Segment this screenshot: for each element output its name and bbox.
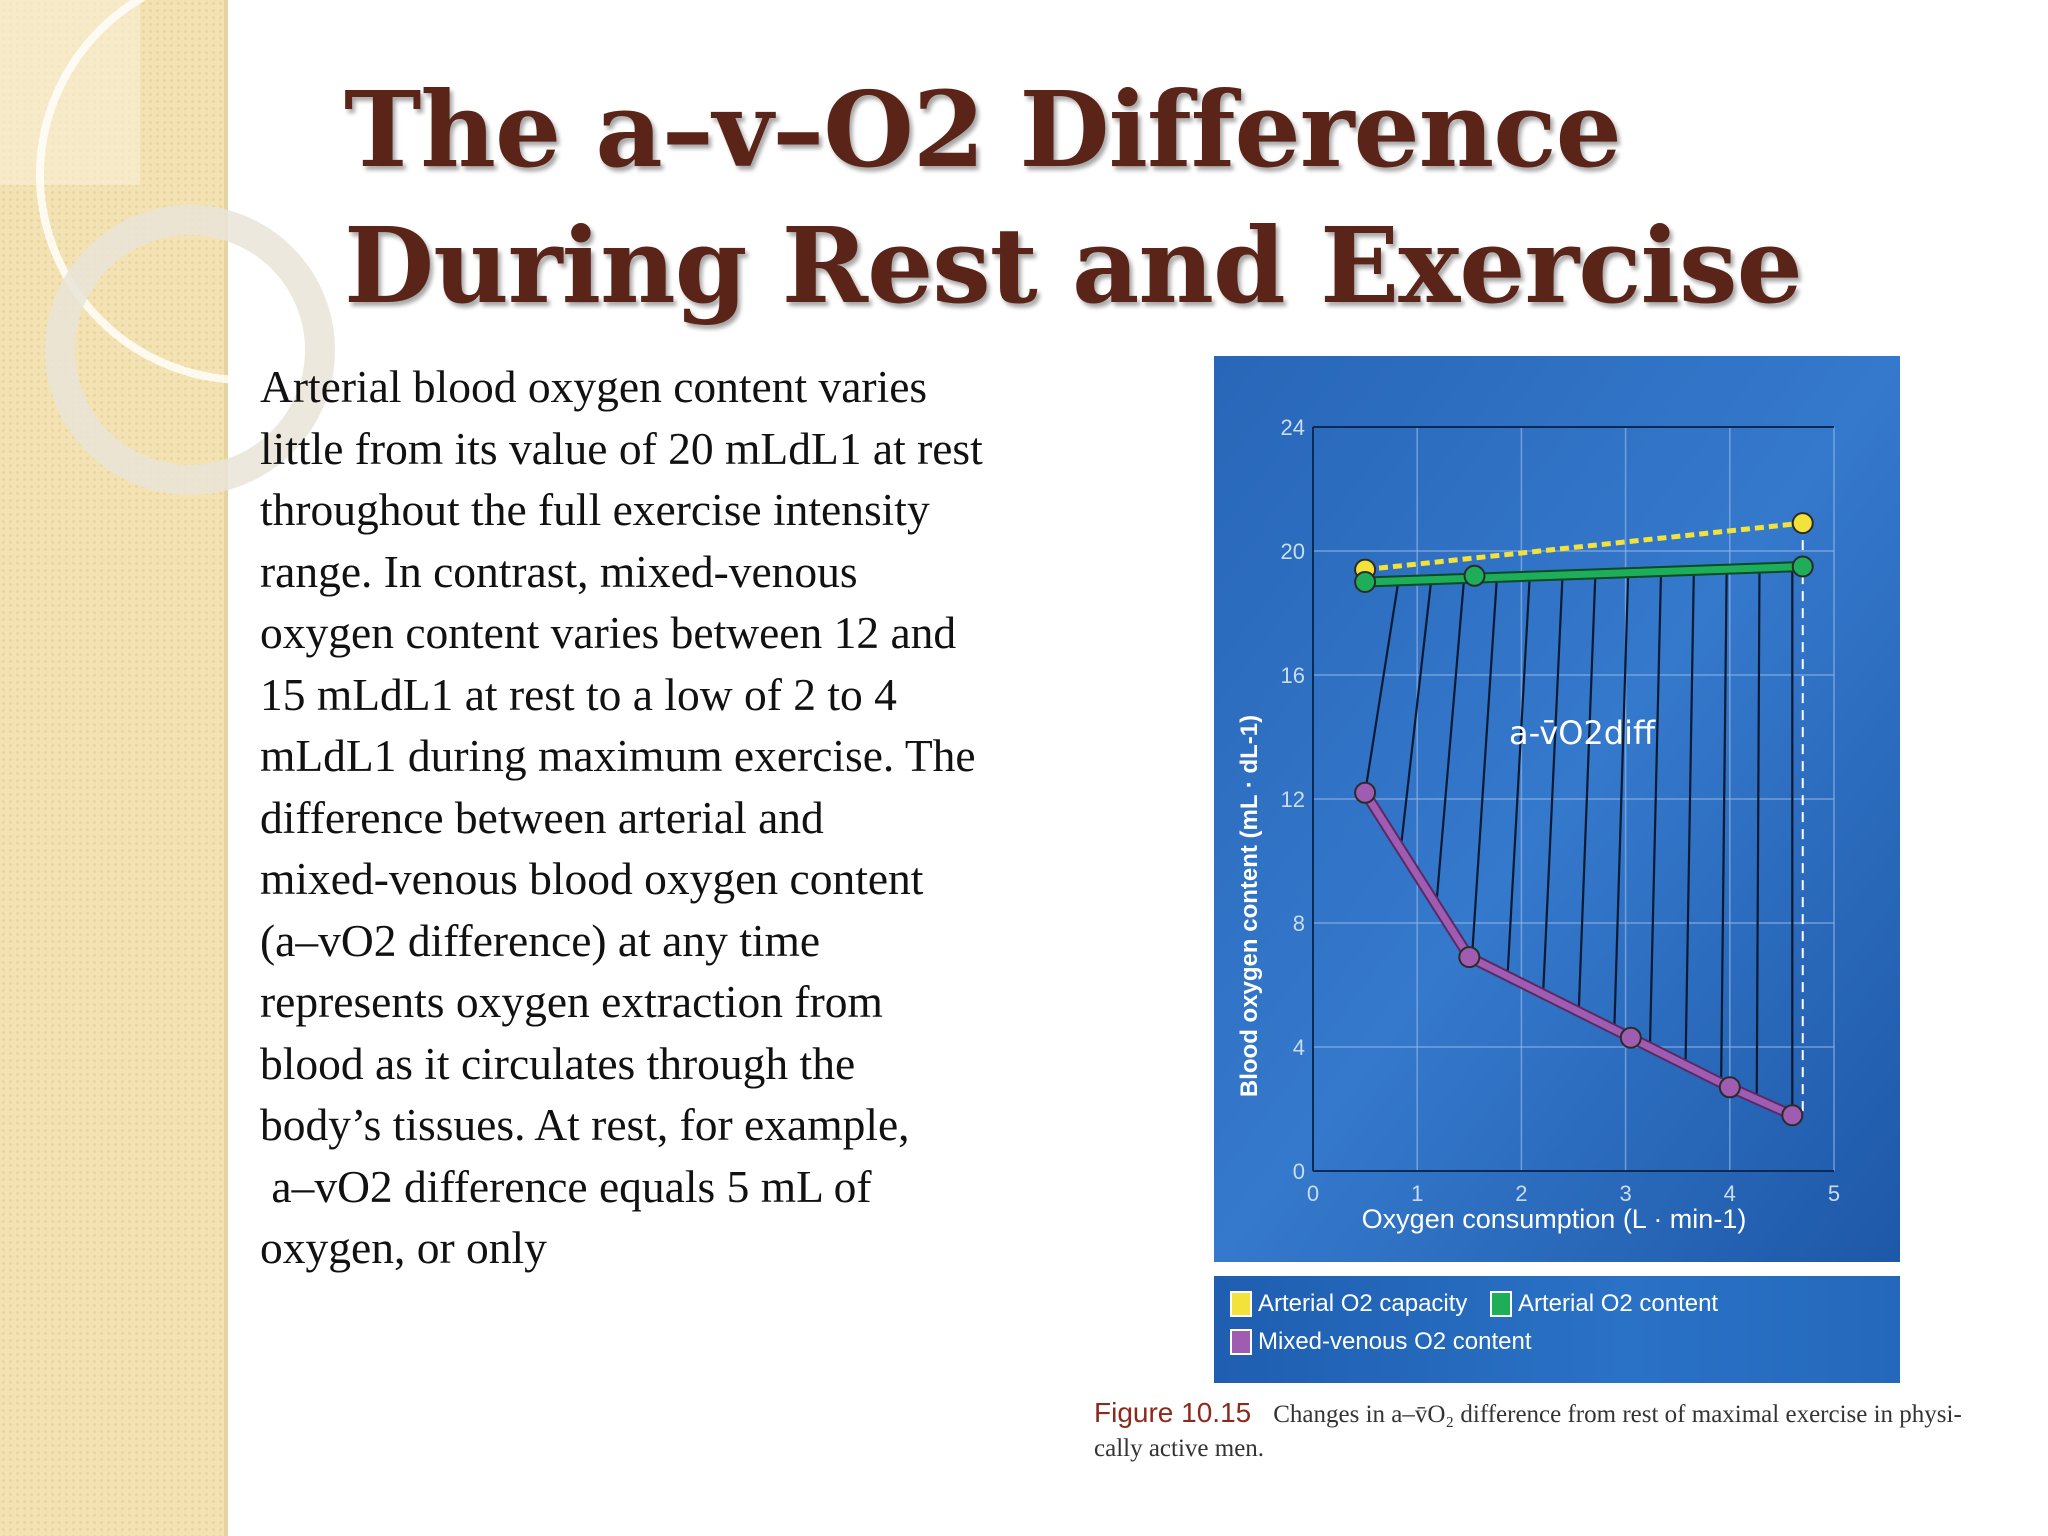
mixed-venous-point	[1781, 1104, 1804, 1127]
x-tick-label: 3	[1619, 1181, 1631, 1206]
hatch-line	[1364, 580, 1400, 793]
x-tick-label: 4	[1724, 1181, 1736, 1206]
legend-label: Mixed-venous O2 content	[1258, 1328, 1532, 1355]
legend-item-arterial-capacity: Arterial O2 capacity	[1230, 1290, 1467, 1318]
page-title: The a–v–O2 Difference During Rest and Ex…	[344, 68, 1803, 327]
hatch-line	[1720, 569, 1728, 1083]
mixed-venous-point	[1458, 946, 1481, 969]
hatch-line	[1755, 568, 1761, 1100]
avo2-annotation: a-v̄O2diff	[1509, 714, 1656, 752]
chart-legend: Arterial O2 capacity Arterial O2 content…	[1214, 1276, 1900, 1383]
hatch-line	[1470, 577, 1499, 959]
legend-swatch	[1230, 1291, 1252, 1317]
arterial-content-point	[1354, 571, 1377, 593]
chart-axes	[1312, 426, 1834, 1172]
deco-panel	[0, 0, 140, 185]
hatch-line	[1577, 573, 1597, 1012]
hatch-line	[1435, 578, 1466, 906]
chart-markers	[1354, 512, 1814, 1127]
arterial-content-line	[1364, 563, 1803, 586]
legend-swatch	[1490, 1291, 1512, 1317]
x-tick-label: 0	[1307, 1181, 1319, 1206]
mixed-venous-point	[1718, 1076, 1741, 1099]
hatch-line	[1506, 576, 1531, 977]
y-tick-label: 4	[1293, 1035, 1305, 1060]
y-axis-label: Blood oxygen content (mL · dL-1)	[1236, 715, 1263, 1097]
x-tick-label: 2	[1515, 1181, 1527, 1206]
y-tick-label: 16	[1281, 663, 1305, 688]
figure-caption-text: Changes in a–v̄O₂ difference from rest o…	[1094, 1401, 1962, 1462]
y-tick-label: 12	[1281, 787, 1305, 812]
arterial-content-point	[1791, 555, 1814, 578]
figure-caption: Figure 10.15 Changes in a–v̄O₂ difference…	[1094, 1396, 2014, 1466]
x-tick-label: 1	[1411, 1181, 1423, 1206]
hatch-line	[1542, 574, 1564, 994]
decorative-rings	[0, 0, 420, 495]
deco-ring-large	[36, 0, 420, 384]
mixed-venous-point	[1354, 781, 1377, 804]
sidebar-divider	[224, 0, 228, 1536]
legend-label: Arterial O2 capacity	[1258, 1290, 1468, 1317]
legend-item-arterial-content: Arterial O2 content	[1490, 1290, 1718, 1318]
hatch-line	[1684, 570, 1695, 1066]
y-tick-label: 8	[1293, 911, 1305, 936]
y-tick-label: 24	[1281, 415, 1305, 440]
arterial-capacity-line	[1364, 520, 1804, 573]
chart-background	[1214, 356, 1900, 1262]
legend-swatch	[1230, 1329, 1252, 1355]
deco-ring-small	[45, 205, 335, 495]
hatch-line	[1648, 571, 1663, 1048]
y-tick-label: 0	[1293, 1159, 1305, 1184]
hatch-line	[1399, 579, 1433, 850]
y-tick-label: 20	[1281, 539, 1305, 564]
figure-label: Figure 10.15	[1094, 1397, 1252, 1428]
x-axis-label: Oxygen consumption (L · min-1)	[1362, 1204, 1747, 1234]
legend-item-mixed-venous: Mixed-venous O2 content	[1230, 1328, 1531, 1356]
mixed-venous-point	[1619, 1026, 1642, 1049]
x-tick-label: 5	[1828, 1181, 1840, 1206]
arterial-capacity-point	[1791, 512, 1814, 535]
avo2-hatching	[1364, 523, 1804, 1116]
arterial-content-point	[1463, 564, 1486, 587]
legend-label: Arterial O2 content	[1518, 1290, 1719, 1317]
hatch-line	[1613, 572, 1630, 1030]
body-text: Arterial blood oxygen content varies lit…	[260, 361, 983, 1273]
